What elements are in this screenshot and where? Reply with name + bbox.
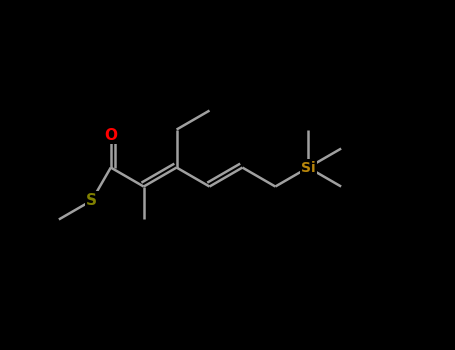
Text: S: S xyxy=(86,193,97,208)
Text: Si: Si xyxy=(301,161,315,175)
Text: O: O xyxy=(104,128,117,143)
